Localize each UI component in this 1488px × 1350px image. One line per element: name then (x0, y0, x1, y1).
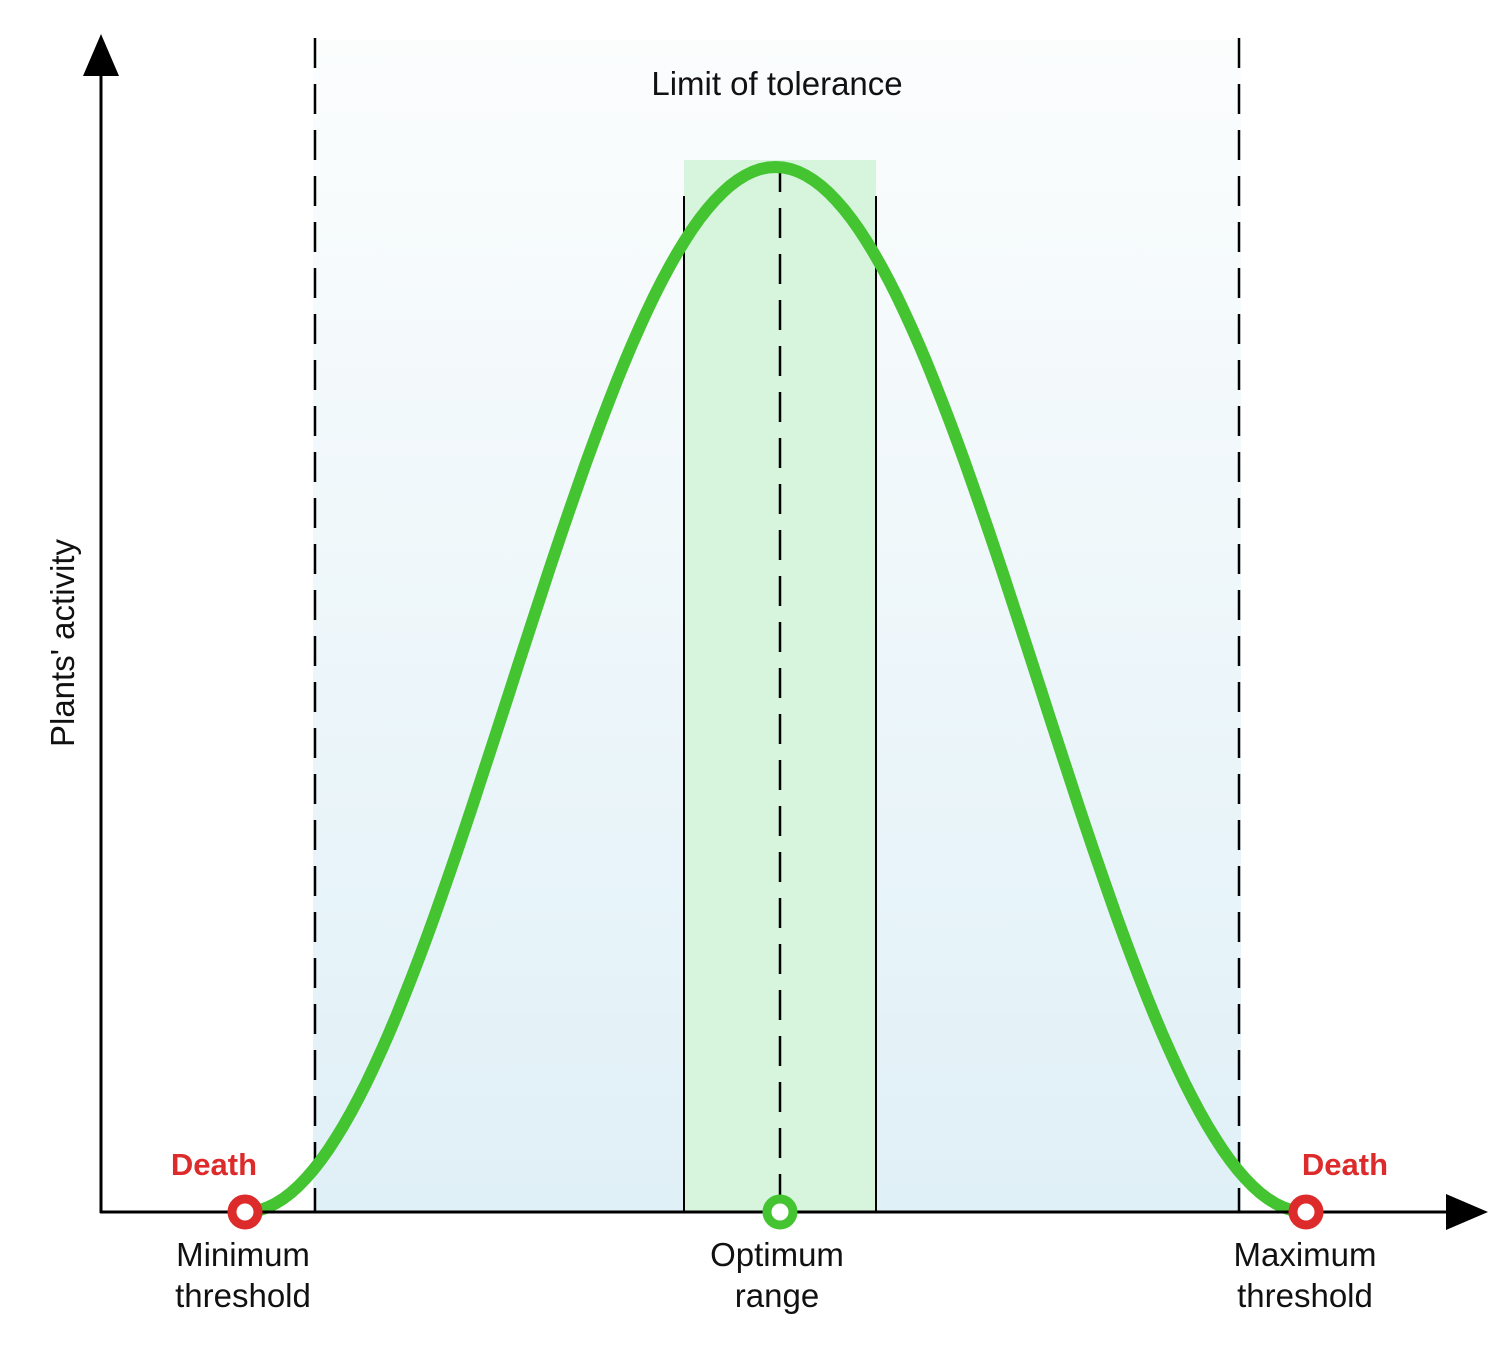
death-label-left: Death (171, 1147, 257, 1182)
optimum-range-label-line1: Optimum (710, 1236, 844, 1273)
maximum-threshold-marker (1288, 1194, 1324, 1230)
y-axis-arrowhead (83, 34, 119, 76)
x-axis-arrowhead (1446, 1194, 1488, 1230)
minimum-threshold-marker (227, 1194, 263, 1230)
maximum-threshold-label-line2: threshold (1237, 1277, 1373, 1314)
y-axis-label: Plants' activity (44, 538, 81, 747)
optimum-range-label-line2: range (735, 1277, 819, 1314)
maximum-threshold-label-line1: Maximum (1233, 1236, 1376, 1273)
minimum-threshold-label-line1: Minimum (176, 1236, 310, 1273)
limit-of-tolerance-label: Limit of tolerance (651, 65, 902, 102)
optimum-marker (762, 1194, 798, 1230)
death-label-right: Death (1302, 1147, 1388, 1182)
minimum-threshold-label-line2: threshold (175, 1277, 311, 1314)
activity-curve (239, 160, 1312, 1218)
